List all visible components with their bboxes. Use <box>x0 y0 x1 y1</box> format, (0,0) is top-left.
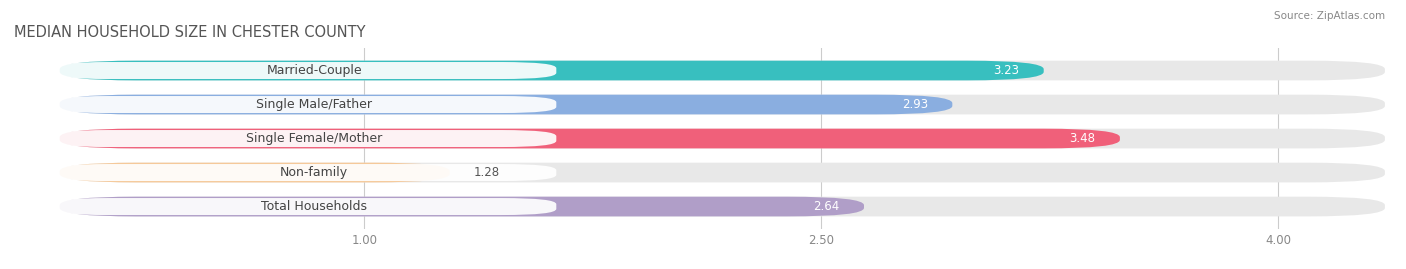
FancyBboxPatch shape <box>60 163 1385 182</box>
Text: Married-Couple: Married-Couple <box>266 64 361 77</box>
Text: 3.23: 3.23 <box>994 64 1019 77</box>
FancyBboxPatch shape <box>60 197 863 216</box>
FancyBboxPatch shape <box>60 197 1385 216</box>
Text: Total Households: Total Households <box>262 200 367 213</box>
FancyBboxPatch shape <box>53 96 557 113</box>
FancyBboxPatch shape <box>53 198 557 215</box>
FancyBboxPatch shape <box>53 130 557 147</box>
Text: 2.93: 2.93 <box>901 98 928 111</box>
Text: MEDIAN HOUSEHOLD SIZE IN CHESTER COUNTY: MEDIAN HOUSEHOLD SIZE IN CHESTER COUNTY <box>14 25 366 40</box>
FancyBboxPatch shape <box>53 62 557 79</box>
Text: Source: ZipAtlas.com: Source: ZipAtlas.com <box>1274 11 1385 21</box>
Text: 1.28: 1.28 <box>474 166 501 179</box>
FancyBboxPatch shape <box>60 61 1043 80</box>
Text: Single Male/Father: Single Male/Father <box>256 98 373 111</box>
Text: Non-family: Non-family <box>280 166 349 179</box>
FancyBboxPatch shape <box>60 95 1385 114</box>
FancyBboxPatch shape <box>60 95 952 114</box>
FancyBboxPatch shape <box>60 163 450 182</box>
FancyBboxPatch shape <box>60 129 1121 148</box>
FancyBboxPatch shape <box>60 61 1385 80</box>
Text: Single Female/Mother: Single Female/Mother <box>246 132 382 145</box>
Text: 2.64: 2.64 <box>813 200 839 213</box>
Text: 3.48: 3.48 <box>1070 132 1095 145</box>
FancyBboxPatch shape <box>53 164 557 181</box>
FancyBboxPatch shape <box>60 129 1385 148</box>
